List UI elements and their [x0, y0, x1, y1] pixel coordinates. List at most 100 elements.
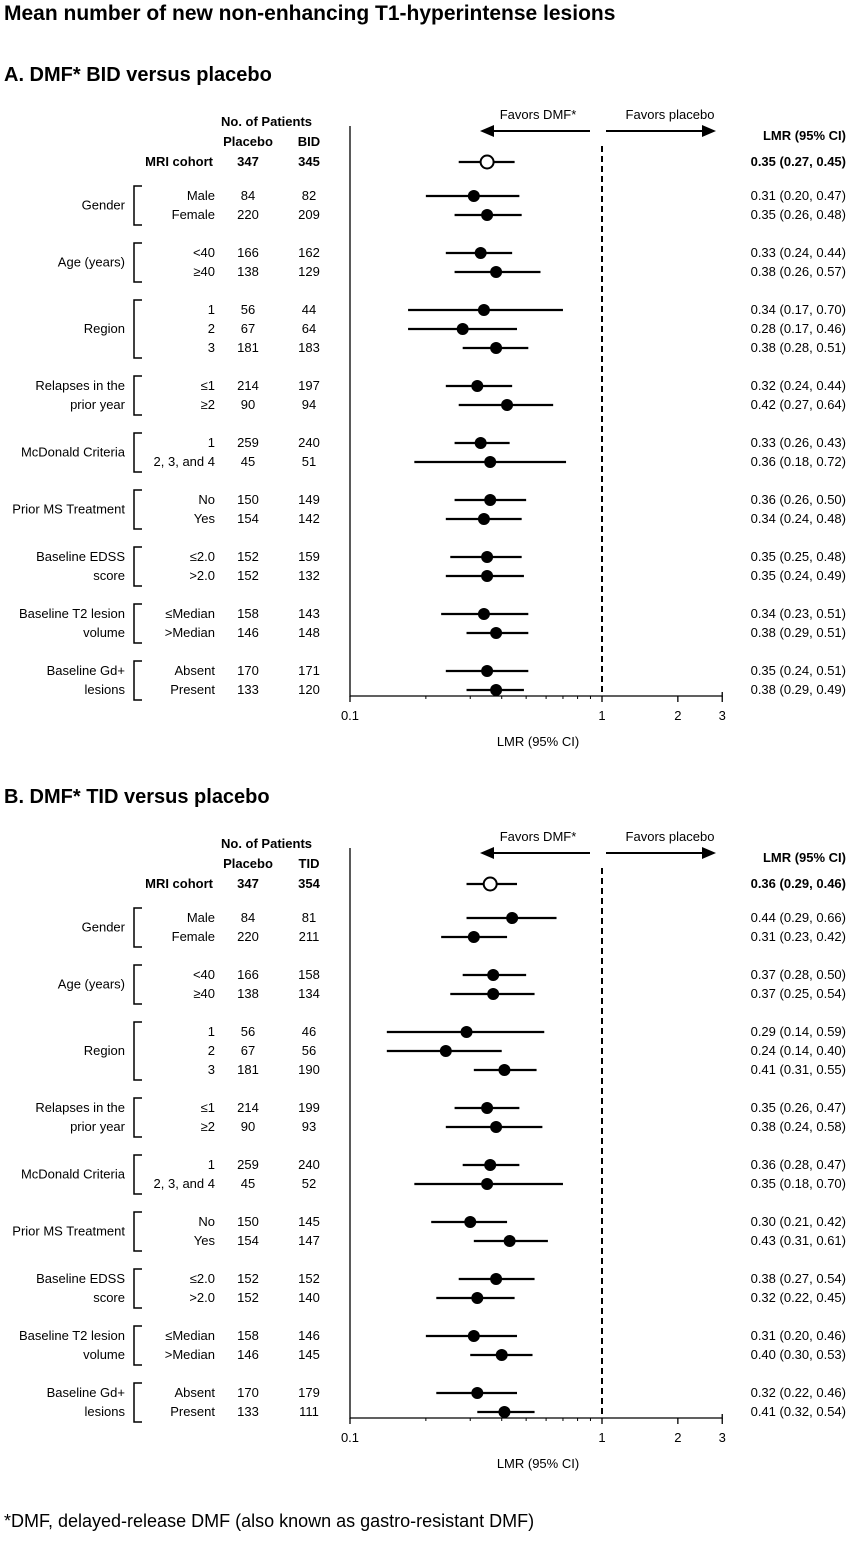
subgroup-bracket: [133, 1325, 142, 1366]
panel-a-title: A. DMF* BID versus placebo: [4, 64, 272, 86]
estimate-marker: [503, 1235, 516, 1247]
subgroup-level-label: No: [198, 492, 215, 507]
estimate-marker: [487, 969, 500, 981]
subgroup-label: Relapses in the: [35, 1100, 125, 1115]
lmr-value: 0.38 (0.29, 0.51): [751, 625, 846, 640]
subgroup-label: Age (years): [58, 255, 125, 270]
placebo-n: 67: [241, 1043, 255, 1058]
footnote: *DMF, delayed-release DMF (also known as…: [4, 1511, 535, 1531]
lmr-value: 0.44 (0.29, 0.66): [751, 910, 846, 925]
treatment-n: 51: [302, 454, 316, 469]
favors-dmf-arrowhead: [480, 847, 494, 859]
treatment-n: 171: [298, 663, 320, 678]
lmr-value: 0.31 (0.23, 0.42): [751, 929, 846, 944]
treatment-n: 158: [298, 967, 320, 982]
treatment-n: 240: [298, 435, 320, 450]
placebo-n: 158: [237, 606, 259, 621]
lmr-value: 0.33 (0.26, 0.43): [751, 435, 846, 450]
estimate-marker: [490, 1273, 503, 1285]
subgroup-level-label: <40: [193, 967, 215, 982]
placebo-n: 214: [237, 1100, 259, 1115]
estimate-marker: [464, 1216, 477, 1228]
subgroup-level-label: ≤1: [201, 378, 215, 393]
subgroup-bracket: [133, 489, 142, 530]
subgroup-level-label: >Median: [165, 625, 215, 640]
lmr-value: 0.34 (0.17, 0.70): [751, 302, 846, 317]
treatment-column-header: BID: [298, 134, 320, 149]
estimate-marker: [471, 1387, 484, 1399]
subgroup-level-label: 1: [208, 1024, 215, 1039]
subgroup-level-label: Male: [187, 188, 215, 203]
estimate-marker: [498, 1064, 511, 1076]
lmr-value: 0.38 (0.28, 0.51): [751, 340, 846, 355]
placebo-n: 166: [237, 245, 259, 260]
estimate-marker: [481, 209, 494, 221]
subgroup-level-label: ≥2: [201, 397, 215, 412]
subgroup-level-label: <40: [193, 245, 215, 260]
lmr-column-header: LMR (95% CI): [763, 850, 846, 865]
subgroup-label: volume: [83, 1347, 125, 1362]
estimate-marker: [474, 437, 487, 449]
estimate-marker: [456, 323, 469, 335]
subgroup-level-label: 1: [208, 302, 215, 317]
treatment-n: 93: [302, 1119, 316, 1134]
estimate-marker: [481, 1178, 494, 1190]
patients-header: No. of Patients: [221, 836, 312, 851]
estimate-marker: [474, 247, 487, 259]
x-tick-label: 2: [674, 708, 681, 723]
subgroup-label: Relapses in the: [35, 378, 125, 393]
lmr-value: 0.42 (0.27, 0.64): [751, 397, 846, 412]
placebo-n: 84: [241, 188, 255, 203]
estimate-marker: [467, 190, 480, 202]
lmr-value: 0.32 (0.22, 0.45): [751, 1290, 846, 1305]
subgroup-level-label: Yes: [194, 1233, 216, 1248]
subgroup-bracket: [133, 1268, 142, 1309]
estimate-marker: [467, 931, 480, 943]
overall-treatment-n: 354: [298, 876, 320, 891]
subgroup-level-label: Absent: [175, 663, 216, 678]
treatment-n: 179: [298, 1385, 320, 1400]
treatment-n: 111: [299, 1404, 319, 1419]
lmr-value: 0.41 (0.31, 0.55): [751, 1062, 846, 1077]
estimate-marker: [477, 608, 490, 620]
subgroup-label: Baseline EDSS: [36, 1271, 125, 1286]
forest-plot-panel-a: Favors DMF* Favors placebo No. of Patients…: [12, 107, 846, 749]
subgroup-level-label: Present: [170, 1404, 215, 1419]
treatment-n: 199: [298, 1100, 320, 1115]
treatment-n: 145: [298, 1347, 320, 1362]
x-axis-label: LMR (95% CI): [497, 1456, 579, 1471]
subgroup-level-label: Absent: [175, 1385, 216, 1400]
subgroup-level-label: 2: [208, 1043, 215, 1058]
treatment-n: 183: [298, 340, 320, 355]
subgroup-level-label: ≤2.0: [190, 1271, 215, 1286]
treatment-n: 120: [298, 682, 320, 697]
estimate-marker: [490, 342, 503, 354]
patients-header: No. of Patients: [221, 114, 312, 129]
subgroup-level-label: ≥40: [193, 986, 215, 1001]
treatment-n: 159: [298, 549, 320, 564]
subgroup-level-label: ≥2: [201, 1119, 215, 1134]
treatment-n: 209: [298, 207, 320, 222]
subgroup-label: McDonald Criteria: [21, 445, 126, 460]
treatment-n: 143: [298, 606, 320, 621]
lmr-value: 0.32 (0.22, 0.46): [751, 1385, 846, 1400]
x-tick-label: 2: [674, 1430, 681, 1445]
lmr-value: 0.38 (0.29, 0.49): [751, 682, 846, 697]
subgroup-bracket: [133, 907, 142, 948]
lmr-value: 0.35 (0.18, 0.70): [751, 1176, 846, 1191]
lmr-value: 0.38 (0.26, 0.57): [751, 264, 846, 279]
treatment-n: 152: [298, 1271, 320, 1286]
lmr-value: 0.24 (0.14, 0.40): [751, 1043, 846, 1058]
lmr-value: 0.30 (0.21, 0.42): [751, 1214, 846, 1229]
lmr-value: 0.36 (0.28, 0.47): [751, 1157, 846, 1172]
subgroup-level-label: Female: [172, 207, 215, 222]
placebo-n: 146: [237, 625, 259, 640]
lmr-value: 0.35 (0.26, 0.47): [751, 1100, 846, 1115]
subgroup-label: Region: [84, 321, 125, 336]
favors-placebo-arrowhead: [702, 847, 716, 859]
x-tick-label: 1: [598, 1430, 605, 1445]
subgroup-bracket: [133, 1382, 142, 1423]
overall-lmr-value: 0.35 (0.27, 0.45): [751, 154, 846, 169]
subgroup-label: Age (years): [58, 977, 125, 992]
lmr-value: 0.31 (0.20, 0.46): [751, 1328, 846, 1343]
